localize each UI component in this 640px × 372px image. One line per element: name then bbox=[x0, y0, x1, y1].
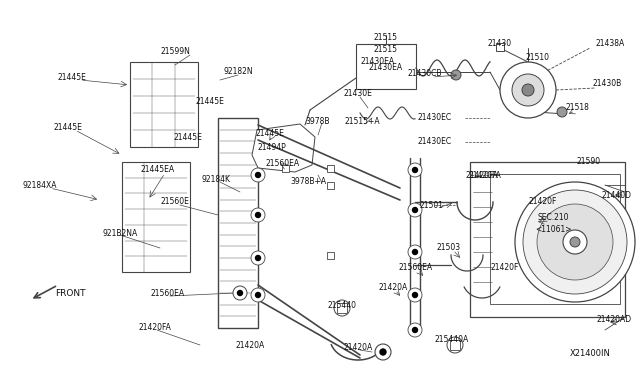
Text: 21560EA: 21560EA bbox=[266, 158, 300, 167]
Text: 21560EA: 21560EA bbox=[151, 289, 185, 298]
Circle shape bbox=[408, 245, 422, 259]
Bar bbox=[490, 174, 620, 304]
Text: 92184K: 92184K bbox=[202, 176, 230, 185]
Text: 21420A: 21420A bbox=[344, 343, 372, 353]
Circle shape bbox=[413, 208, 417, 212]
Circle shape bbox=[251, 208, 265, 222]
Bar bbox=[356, 44, 416, 89]
Circle shape bbox=[408, 163, 422, 177]
Circle shape bbox=[537, 204, 613, 280]
Text: 21560E: 21560E bbox=[161, 198, 189, 206]
Text: 21510: 21510 bbox=[525, 54, 549, 62]
Text: 21430EC: 21430EC bbox=[418, 113, 452, 122]
Text: 21420AD: 21420AD bbox=[596, 315, 632, 324]
Text: 21430B: 21430B bbox=[593, 78, 621, 87]
Circle shape bbox=[255, 173, 260, 177]
Text: 21599N: 21599N bbox=[160, 48, 190, 57]
Text: 92184XA: 92184XA bbox=[23, 180, 57, 189]
Circle shape bbox=[380, 349, 386, 355]
Polygon shape bbox=[252, 124, 315, 172]
Text: 21515: 21515 bbox=[374, 45, 398, 55]
Bar bbox=[450, 340, 460, 350]
Text: <11061>: <11061> bbox=[535, 224, 572, 234]
Text: 21445E: 21445E bbox=[173, 134, 202, 142]
Bar bbox=[218, 118, 258, 328]
Circle shape bbox=[251, 288, 265, 302]
Text: 21420FA: 21420FA bbox=[139, 324, 172, 333]
Text: 21420FA: 21420FA bbox=[465, 170, 499, 180]
Circle shape bbox=[447, 337, 463, 353]
Text: 215440A: 215440A bbox=[435, 336, 469, 344]
Text: 21515+A: 21515+A bbox=[344, 118, 380, 126]
Circle shape bbox=[237, 291, 243, 295]
Circle shape bbox=[408, 288, 422, 302]
Circle shape bbox=[334, 300, 350, 316]
Bar bbox=[130, 62, 198, 147]
Circle shape bbox=[515, 182, 635, 302]
Text: 21494P: 21494P bbox=[258, 144, 286, 153]
Text: 21430EA: 21430EA bbox=[361, 58, 395, 67]
Text: 21445E: 21445E bbox=[54, 122, 83, 131]
Bar bbox=[326, 251, 333, 259]
Circle shape bbox=[375, 344, 391, 360]
Circle shape bbox=[413, 250, 417, 254]
Text: 21515: 21515 bbox=[373, 33, 397, 42]
Text: 215440: 215440 bbox=[328, 301, 356, 310]
Text: 21503: 21503 bbox=[437, 244, 461, 253]
Text: FRONT: FRONT bbox=[55, 289, 85, 298]
Text: 21430E: 21430E bbox=[344, 90, 372, 99]
Bar bbox=[470, 162, 625, 317]
Circle shape bbox=[512, 74, 544, 106]
Text: 21420A: 21420A bbox=[378, 283, 408, 292]
Text: 3978B+A: 3978B+A bbox=[290, 176, 326, 186]
Circle shape bbox=[251, 168, 265, 182]
Circle shape bbox=[255, 256, 260, 260]
Text: 21440D: 21440D bbox=[602, 190, 632, 199]
Text: X21400IN: X21400IN bbox=[570, 350, 611, 359]
Text: 21420FA: 21420FA bbox=[468, 171, 501, 180]
Bar bbox=[337, 303, 347, 313]
Circle shape bbox=[408, 203, 422, 217]
Text: 21445E: 21445E bbox=[255, 128, 284, 138]
Circle shape bbox=[522, 84, 534, 96]
Bar bbox=[326, 164, 333, 171]
Circle shape bbox=[413, 327, 417, 333]
Text: 3978B: 3978B bbox=[306, 116, 330, 125]
Text: 21430EA: 21430EA bbox=[369, 64, 403, 73]
Text: 21438A: 21438A bbox=[595, 39, 625, 48]
Text: 21501: 21501 bbox=[420, 201, 444, 209]
Circle shape bbox=[563, 230, 587, 254]
Circle shape bbox=[570, 237, 580, 247]
Circle shape bbox=[523, 190, 627, 294]
Circle shape bbox=[500, 62, 556, 118]
Bar bbox=[326, 182, 333, 189]
Text: 21518: 21518 bbox=[565, 103, 589, 112]
Bar bbox=[496, 43, 504, 51]
Text: 921B2NA: 921B2NA bbox=[102, 228, 138, 237]
Text: 21420F: 21420F bbox=[529, 198, 557, 206]
Bar bbox=[282, 164, 289, 171]
Text: 21430: 21430 bbox=[488, 38, 512, 48]
Text: SEC.210: SEC.210 bbox=[537, 214, 569, 222]
Circle shape bbox=[413, 292, 417, 298]
Text: 92182N: 92182N bbox=[223, 67, 253, 77]
Text: 21420A: 21420A bbox=[236, 340, 264, 350]
Text: 21430CB: 21430CB bbox=[408, 70, 442, 78]
Circle shape bbox=[233, 286, 247, 300]
Circle shape bbox=[255, 212, 260, 218]
Text: 21445E: 21445E bbox=[196, 97, 225, 106]
Text: 21560EA: 21560EA bbox=[399, 263, 433, 273]
Circle shape bbox=[451, 70, 461, 80]
Circle shape bbox=[251, 251, 265, 265]
Text: 21445E: 21445E bbox=[58, 73, 86, 81]
Circle shape bbox=[557, 107, 567, 117]
Circle shape bbox=[408, 323, 422, 337]
Text: 21590: 21590 bbox=[577, 157, 601, 167]
Circle shape bbox=[413, 167, 417, 173]
Text: 21445EA: 21445EA bbox=[141, 166, 175, 174]
Text: 21430EC: 21430EC bbox=[418, 138, 452, 147]
Bar bbox=[122, 162, 190, 272]
Text: 21420F: 21420F bbox=[491, 263, 519, 273]
Circle shape bbox=[255, 292, 260, 298]
